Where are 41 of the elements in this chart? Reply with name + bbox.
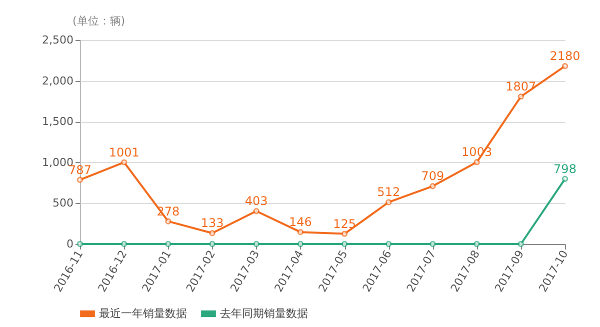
point: [209, 230, 216, 236]
point: [120, 240, 128, 248]
point: [76, 176, 84, 183]
data-label: 403: [244, 194, 268, 208]
y-tick-label: 0: [66, 238, 74, 250]
point: [253, 240, 260, 248]
point: [386, 199, 392, 206]
y-tick-label: 1,500: [42, 115, 74, 128]
data-label: 146: [289, 215, 312, 230]
y-tick-label: 2,000: [42, 74, 74, 88]
point: [165, 218, 172, 224]
point: [474, 240, 480, 248]
point: [120, 159, 128, 166]
point: [562, 176, 568, 182]
point: [297, 240, 304, 248]
legend-label: 去年同期销量数据: [220, 306, 308, 320]
point: [253, 208, 260, 214]
y-tick-label: 2,500: [42, 34, 74, 46]
data-label: 798: [554, 162, 576, 176]
point: [341, 230, 348, 237]
data-label: 133: [200, 216, 224, 230]
y-tick-label: 500: [52, 196, 74, 210]
point: [165, 240, 172, 248]
point: [474, 159, 480, 166]
point: [209, 240, 216, 248]
legend-label: 最近一年销量数据: [99, 306, 187, 320]
y-axis-title: (单位：辆): [72, 14, 126, 28]
data-label: 2180: [550, 49, 580, 64]
point: [386, 240, 392, 248]
data-label: 1807: [506, 80, 536, 94]
point: [518, 240, 524, 248]
data-label: 1001: [108, 145, 140, 160]
point: [430, 183, 436, 190]
point: [562, 63, 568, 70]
data-label: 709: [421, 169, 444, 184]
y-tick-label: 1,000: [42, 156, 74, 169]
point: [341, 240, 348, 248]
point: [518, 93, 524, 100]
point: [430, 240, 436, 248]
point: [297, 228, 304, 236]
data-label: 512: [377, 185, 400, 200]
